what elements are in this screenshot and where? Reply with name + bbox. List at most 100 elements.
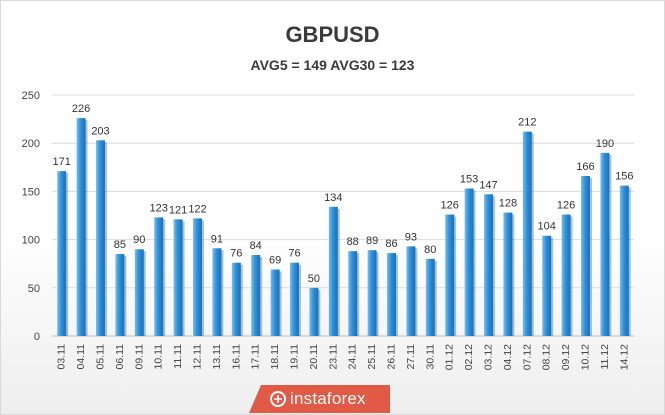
- bar: [290, 262, 299, 336]
- bar: [522, 131, 532, 336]
- bar: [96, 140, 105, 336]
- bar: [581, 175, 590, 336]
- x-tick-label: 10.11: [153, 344, 165, 370]
- y-tick-label: 0: [34, 331, 40, 343]
- bar: [134, 249, 144, 336]
- x-tick-label: 12.11: [192, 344, 204, 370]
- bar: [193, 218, 202, 336]
- instaforex-logo-mark: [270, 391, 286, 407]
- bar: [445, 214, 455, 336]
- bar: [561, 214, 571, 336]
- chart-title: GBPUSD: [285, 22, 380, 47]
- x-tick-label: 01.12: [444, 344, 456, 370]
- x-tick-label: 19.11: [289, 344, 301, 370]
- data-label: 88: [347, 236, 359, 248]
- bar: [367, 250, 377, 336]
- y-tick-label: 150: [22, 186, 40, 198]
- data-label: 128: [499, 198, 517, 210]
- x-tick-label: 06.11: [114, 344, 126, 370]
- chart-subtitle: AVG5 = 149 AVG30 = 123: [250, 57, 415, 73]
- y-tick-label: 200: [22, 138, 40, 150]
- data-label: 50: [308, 273, 320, 285]
- data-label: 226: [72, 103, 90, 115]
- data-label: 91: [211, 233, 223, 245]
- x-tick-label: 09.11: [133, 344, 145, 370]
- x-tick-label: 27.11: [405, 344, 417, 370]
- bar: [212, 248, 222, 336]
- data-label: 166: [576, 161, 594, 173]
- x-tick-label: 03.12: [483, 344, 495, 370]
- x-tick-label: 11.12: [599, 344, 611, 370]
- x-tick-label: 18.11: [269, 344, 281, 370]
- x-tick-label: 04.11: [75, 344, 87, 370]
- x-tick-label: 30.11: [424, 344, 436, 370]
- data-label: 153: [460, 174, 478, 186]
- data-label: 203: [91, 125, 109, 137]
- y-tick-label: 100: [22, 235, 40, 247]
- x-tick-label: 08.12: [541, 344, 553, 370]
- x-tick-label: 13.11: [211, 344, 223, 370]
- bar: [154, 217, 164, 336]
- bar: [619, 185, 629, 336]
- data-label: 156: [615, 171, 633, 183]
- bar: [115, 254, 125, 336]
- data-label: 122: [188, 203, 206, 215]
- bar: [270, 269, 280, 336]
- data-label: 69: [269, 254, 281, 266]
- y-tick-label: 50: [28, 283, 40, 295]
- bar: [251, 255, 261, 336]
- data-label: 90: [133, 234, 145, 246]
- data-label: 171: [53, 156, 71, 168]
- bar: [328, 206, 338, 336]
- data-label: 93: [405, 231, 417, 243]
- data-label: 104: [538, 221, 556, 233]
- bar: [57, 171, 67, 336]
- x-tick-label: 20.11: [308, 344, 320, 370]
- bar: [542, 235, 552, 336]
- data-label: 86: [385, 238, 397, 250]
- bar: [484, 194, 493, 336]
- data-label: 89: [366, 235, 378, 247]
- x-tick-label: 02.12: [463, 344, 475, 370]
- bar: [503, 212, 513, 336]
- bar: [387, 253, 396, 336]
- data-label: 123: [150, 202, 168, 214]
- y-tick-label: 250: [22, 90, 40, 102]
- data-label: 134: [324, 192, 342, 204]
- data-label: 76: [288, 248, 300, 260]
- x-tick-label: 07.12: [521, 344, 533, 370]
- data-label: 126: [441, 200, 459, 212]
- bar: [464, 188, 474, 336]
- data-label: 84: [250, 240, 262, 252]
- x-tick-label: 11.11: [172, 344, 184, 369]
- data-label: 76: [230, 248, 242, 260]
- bar: [173, 219, 183, 336]
- data-label: 190: [596, 138, 614, 150]
- data-label: 147: [479, 179, 497, 191]
- x-tick-label: 26.11: [386, 344, 398, 370]
- instaforex-logo: [249, 385, 390, 413]
- x-tick-label: 17.11: [250, 344, 262, 370]
- x-tick-label: 25.11: [366, 344, 378, 370]
- bar: [309, 287, 319, 336]
- x-tick-label: 14.12: [618, 344, 630, 370]
- bar: [600, 152, 610, 336]
- x-tick-label: 05.11: [95, 344, 107, 370]
- bar: [348, 251, 358, 336]
- bar: [406, 246, 416, 336]
- data-label: 126: [557, 200, 575, 212]
- bar: [76, 118, 86, 336]
- x-tick-label: 04.12: [502, 344, 514, 370]
- x-tick-label: 16.11: [230, 344, 242, 370]
- x-tick-label: 24.11: [347, 344, 359, 370]
- bar: [231, 262, 241, 336]
- data-label: 80: [424, 244, 436, 256]
- x-tick-label: 10.12: [580, 344, 592, 370]
- x-tick-label: 09.12: [560, 344, 572, 370]
- bar: [425, 258, 435, 336]
- x-tick-label: 03.11: [56, 344, 68, 370]
- x-tick-label: 23.11: [327, 344, 339, 370]
- data-label: 212: [518, 117, 536, 129]
- watermark-text: instaforex: [290, 389, 366, 408]
